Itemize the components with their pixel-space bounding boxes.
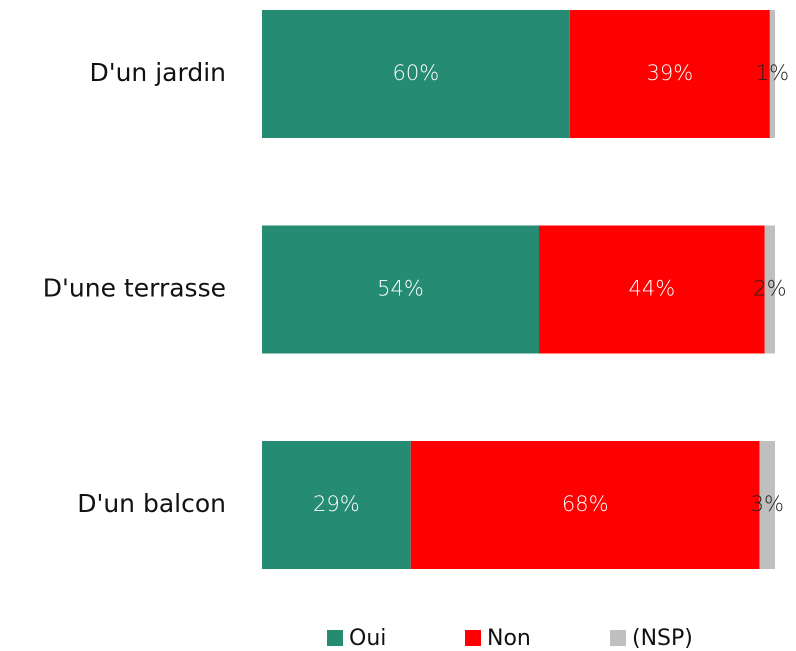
- value-label: 68%: [562, 492, 609, 516]
- bar-segment: [764, 225, 775, 354]
- legend-swatch: [465, 630, 481, 646]
- category-label: D'une terrasse: [43, 274, 226, 303]
- value-label: 3%: [751, 492, 784, 516]
- bar-segment: [262, 225, 540, 354]
- bar-segment: [262, 441, 411, 569]
- legend-label: Oui: [349, 626, 386, 651]
- bar-segment: [769, 10, 775, 138]
- category-label: D'un jardin: [89, 58, 226, 87]
- legend-label: Non: [487, 626, 531, 651]
- value-label: 54%: [377, 277, 424, 301]
- bar-segment: [262, 10, 570, 138]
- bar-segment: [539, 225, 765, 354]
- legend-label: (NSP): [632, 626, 693, 651]
- value-label: 2%: [753, 277, 786, 301]
- legend-swatch: [610, 630, 626, 646]
- bar-segment: [569, 10, 770, 138]
- bar-segment: [410, 441, 760, 569]
- legend-swatch: [327, 630, 343, 646]
- value-label: 29%: [313, 492, 360, 516]
- value-label: 44%: [629, 277, 676, 301]
- value-label: 60%: [393, 61, 440, 85]
- value-label: 39%: [646, 61, 693, 85]
- bar-segment: [759, 441, 775, 569]
- value-label: 1%: [756, 61, 789, 85]
- category-label: D'un balcon: [77, 489, 226, 518]
